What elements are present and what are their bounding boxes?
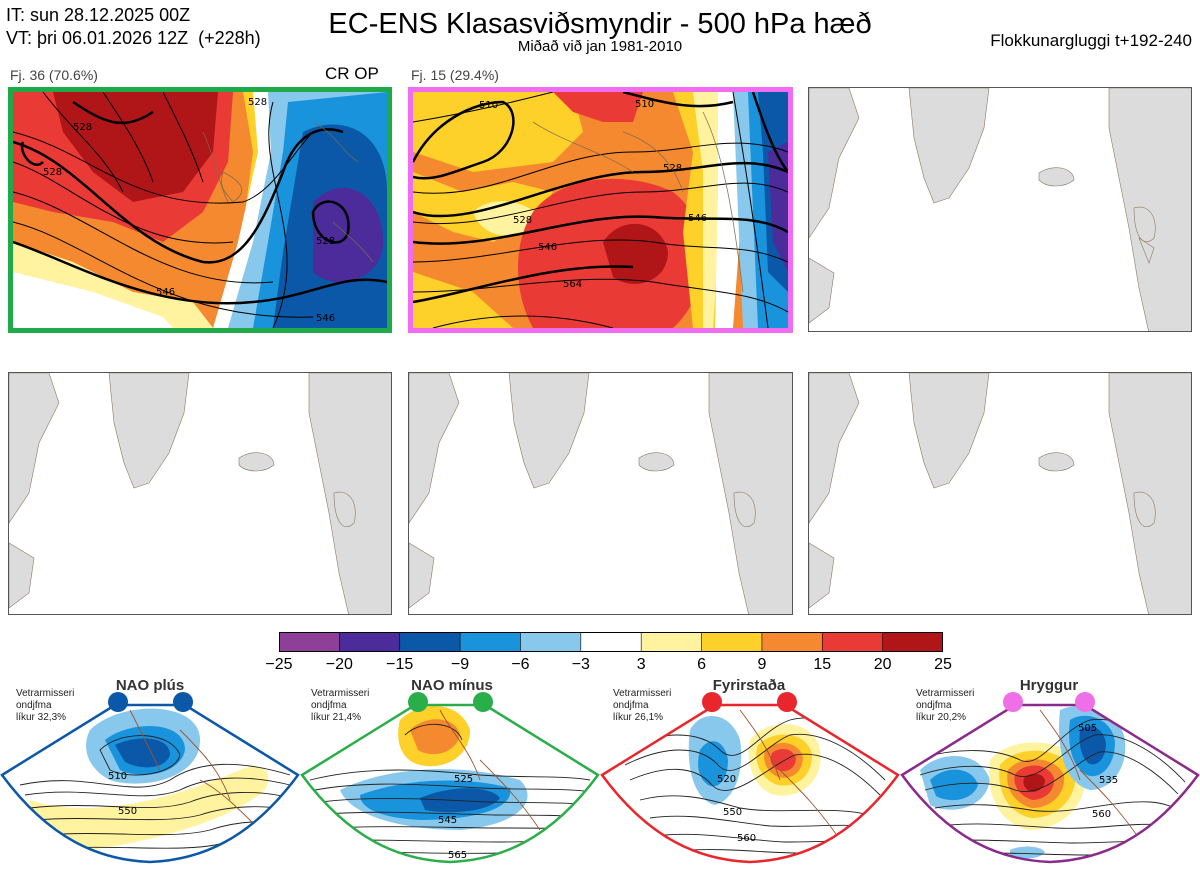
cluster2-contour-label: 510 xyxy=(635,99,654,110)
colorbar-tick-label: −6 xyxy=(511,656,530,673)
colorbar-cell xyxy=(459,632,522,652)
empty-map-panel xyxy=(808,87,1192,332)
valid-time: VT: þri 06.01.2026 12Z (+228h) xyxy=(6,28,261,48)
regime4-meta: Vetrarmisseri ondjfma líkur 20,2% xyxy=(916,688,975,723)
cluster2-contour-label: 528 xyxy=(663,163,682,174)
regime3-marker xyxy=(702,692,722,712)
cluster2-label: Fj. 15 (29.4%) xyxy=(411,67,499,83)
regime3-contour-label: 560 xyxy=(737,833,756,844)
colorbar xyxy=(279,632,943,652)
regime2-marker xyxy=(408,692,428,712)
regime1-marker xyxy=(173,692,193,712)
empty-map-panel xyxy=(408,372,793,615)
cluster-window: Flokkunargluggi t+192-240 xyxy=(990,31,1192,50)
regime2-contour-label: 525 xyxy=(454,774,473,785)
colorbar-cell xyxy=(761,632,824,652)
colorbar-tick-label: 3 xyxy=(636,656,646,673)
empty-map-panel xyxy=(8,372,392,615)
cluster1-map: 528 528 546 546 528 528 xyxy=(8,87,392,333)
cluster1-contour-label: 546 xyxy=(156,287,175,298)
empty-map-panel xyxy=(808,372,1192,615)
cluster1-contour-label: 528 xyxy=(248,97,267,108)
cluster2-contour-label: 510 xyxy=(479,100,498,111)
regime1-marker xyxy=(108,692,128,712)
header-times: IT: sun 28.12.2025 00Z VT: þri 06.01.202… xyxy=(6,4,261,50)
cluster2-contour-label: 546 xyxy=(538,242,557,253)
regime3-title: Fyrirstaða xyxy=(712,677,786,694)
regime1-meta: Vetrarmisseri ondjfma líkur 32,3% xyxy=(16,688,75,723)
colorbar-cell xyxy=(580,632,642,652)
colorbar-tick-label: −25 xyxy=(265,656,293,673)
cluster1-badge: CR OP xyxy=(325,64,379,83)
cluster1-contour-label: 528 xyxy=(73,122,92,133)
colorbar-tick-label: −9 xyxy=(450,656,470,673)
regime4-contour-label: 535 xyxy=(1099,775,1118,786)
colorbar-tick-label: 25 xyxy=(934,656,952,673)
init-time: IT: sun 28.12.2025 00Z xyxy=(6,5,191,25)
colorbar-cell xyxy=(640,632,703,652)
regime4-contour-label: 505 xyxy=(1078,723,1097,734)
regime2-contour-label: 545 xyxy=(438,815,457,826)
regime2-marker xyxy=(473,692,493,712)
colorbar-tick-label: 20 xyxy=(873,656,892,673)
colorbar-cell xyxy=(279,632,341,652)
regime2-contour-label: 565 xyxy=(448,850,467,861)
colorbar-tick-label: −20 xyxy=(325,656,353,673)
regime3-meta: Vetrarmisseri ondjfma líkur 26,1% xyxy=(613,688,672,723)
cluster1-label: Fj. 36 (70.6%) xyxy=(10,67,98,83)
colorbar-cell xyxy=(701,632,763,652)
colorbar-cell xyxy=(520,632,582,652)
regime-maps: 510 550 525 545 565 xyxy=(0,692,1200,864)
colorbar-cell xyxy=(339,632,401,652)
cluster2-map: 510 510 528 528 546 546 564 xyxy=(408,87,793,333)
cluster2-contour-label: 546 xyxy=(688,213,707,224)
cluster1-contour-label: 546 xyxy=(316,313,335,324)
colorbar-cell xyxy=(882,632,943,652)
regime3-contour-label: 550 xyxy=(723,807,742,818)
colorbar-tick-label: −3 xyxy=(571,656,590,673)
regime1-contour-label: 550 xyxy=(118,806,137,817)
regime4-marker xyxy=(1003,692,1023,712)
page-subtitle: Miðað við jan 1981-2010 xyxy=(517,38,683,55)
regime1-title: NAO plús xyxy=(115,677,185,694)
page-title: EC-ENS Klasasviðsmyndir - 500 hPa hæð xyxy=(328,8,872,40)
regime4-title: Hryggur xyxy=(1019,677,1079,694)
regime4-marker xyxy=(1075,692,1095,712)
cluster1-contour-label: 528 xyxy=(316,236,335,247)
colorbar-cell xyxy=(399,632,461,652)
cluster2-contour-label: 528 xyxy=(513,215,532,226)
regime4-contour-label: 560 xyxy=(1092,809,1111,820)
colorbar-tick-label: 6 xyxy=(697,656,706,673)
colorbar-tick-label: 9 xyxy=(757,656,767,673)
regime2-meta: Vetrarmisseri ondjfma líkur 21,4% xyxy=(311,688,370,723)
colorbar-cell xyxy=(821,632,884,652)
cluster2-contour-label: 564 xyxy=(563,279,582,290)
regime1-contour-label: 510 xyxy=(108,771,127,782)
cluster1-contour-label: 528 xyxy=(43,167,62,178)
colorbar-tick-label: 15 xyxy=(813,656,832,673)
regime2-title: NAO mínus xyxy=(411,677,493,694)
colorbar-tick-label: −15 xyxy=(386,656,414,673)
regime3-marker xyxy=(777,692,797,712)
regime3-contour-label: 520 xyxy=(717,774,736,785)
